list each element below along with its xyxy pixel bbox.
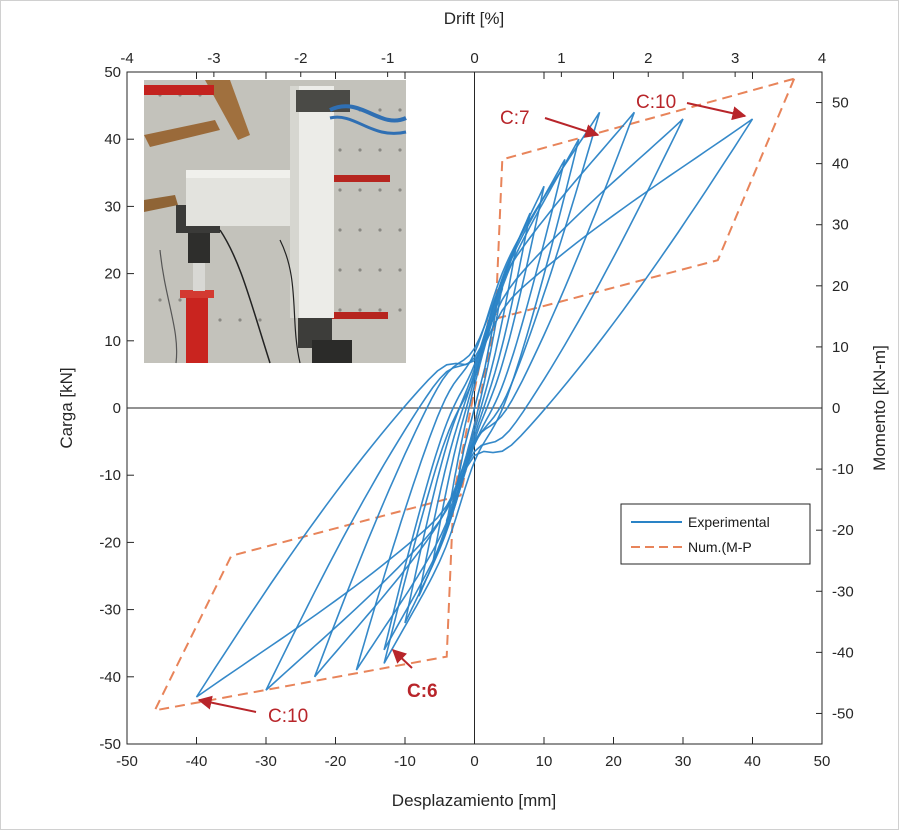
y-tick-label: -20 [99, 534, 121, 551]
x-tick-label: -20 [325, 753, 347, 770]
y-tick-label: 30 [104, 198, 121, 215]
right-tick-label: 30 [832, 217, 849, 234]
series-experimental-loop [195, 118, 754, 698]
right-tick-label: -40 [832, 644, 854, 661]
y-tick-label: -50 [99, 736, 121, 753]
top-tick-label: -1 [381, 50, 394, 67]
top-tick-label: 3 [731, 50, 739, 67]
x-tick-label: 20 [605, 753, 622, 770]
annotation-label-c10-top: C:10 [636, 92, 676, 113]
y-tick-label: 50 [104, 64, 121, 81]
x-tick-label: 50 [814, 753, 831, 770]
y-tick-label: 0 [113, 400, 121, 417]
series-experimental-loop [383, 138, 580, 664]
series-experimental-loop [265, 118, 684, 691]
y-tick-label: 40 [104, 131, 121, 148]
right-tick-label: -30 [832, 583, 854, 600]
right-tick-label: 10 [832, 339, 849, 356]
right-tick-label: 20 [832, 278, 849, 295]
legend-label-experimental: Experimental [688, 514, 770, 530]
x-tick-label: 0 [470, 753, 478, 770]
right-tick-label: -10 [832, 461, 854, 478]
top-tick-label: -4 [120, 50, 133, 67]
right-tick-label: -20 [832, 522, 854, 539]
x-tick-label: -10 [394, 753, 416, 770]
y-tick-label: -30 [99, 602, 121, 619]
inset-photo [144, 80, 407, 364]
series-experimental-core [452, 313, 497, 503]
legend-label-num: Num.(M-P [688, 539, 752, 555]
annotation-label-c7: C:7 [500, 108, 530, 129]
right-tick-label: 0 [832, 400, 840, 417]
x-tick-label: 10 [536, 753, 553, 770]
x-axis-label: Desplazamiento [mm] [392, 791, 556, 810]
annotation-arrow [197, 695, 257, 713]
x-tick-label: -50 [116, 753, 138, 770]
x-tick-label: 40 [744, 753, 761, 770]
series-experimental-loop [313, 111, 636, 678]
series-experimental-loop [383, 159, 566, 651]
annotation-arrow [686, 102, 747, 121]
right-axis-label: Momento [kN-m] [870, 345, 889, 471]
y-tick-label: 20 [104, 266, 121, 283]
x-tick-label: -30 [255, 753, 277, 770]
y-axis-label: Carga [kN] [57, 367, 76, 448]
top-tick-label: 1 [557, 50, 565, 67]
y-tick-label: -40 [99, 669, 121, 686]
y-tick-label: -10 [99, 467, 121, 484]
annotation-c10-top: C:10 [636, 92, 747, 121]
top-tick-label: -2 [294, 50, 307, 67]
x-tick-label: -40 [186, 753, 208, 770]
annotation-c7: C:7 [500, 108, 600, 138]
right-tick-label: 50 [832, 95, 849, 112]
curves [153, 77, 796, 712]
axis-ticks: -50 -40 -30 -20 -10 0 10 20 30 40 50-4 -3 -2 -1 0 1 2 3 4-… [99, 50, 853, 770]
legend-box [620, 503, 811, 565]
annotation-label-c6: C:6 [407, 681, 438, 702]
y-tick-label: 10 [104, 333, 121, 350]
annotation-arrow [391, 649, 413, 669]
x-tick-label: 30 [675, 753, 692, 770]
top-axis-label: Drift [%] [444, 9, 504, 28]
annotation-label-c10-bottom: C:10 [268, 706, 308, 727]
top-tick-label: 4 [818, 50, 826, 67]
series-num-envelope [153, 77, 796, 712]
right-tick-label: -50 [832, 705, 854, 722]
annotation-c10-bottom: C:10 [197, 695, 308, 727]
legend: Experimental Num.(M-P [620, 503, 811, 565]
annotation-c6: C:6 [391, 649, 438, 702]
top-tick-label: 0 [470, 50, 478, 67]
top-tick-label: 2 [644, 50, 652, 67]
series-experimental-loop [355, 111, 601, 671]
annotation-arrow [544, 117, 600, 138]
top-tick-label: -3 [207, 50, 220, 67]
right-tick-label: 40 [832, 156, 849, 173]
